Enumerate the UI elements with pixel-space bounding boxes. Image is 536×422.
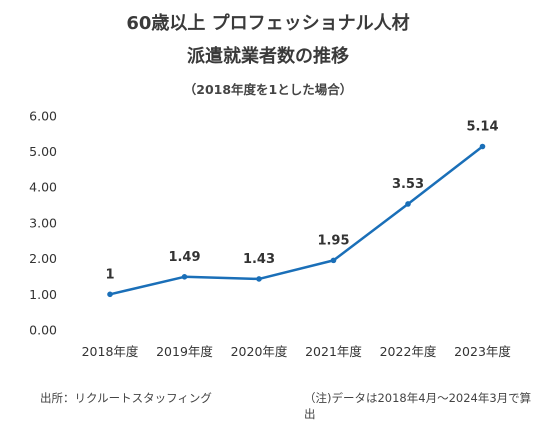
- x-tick-label-2: 2020年度: [231, 344, 288, 359]
- source-note: 出所：リクルートスタッフィング: [40, 391, 212, 405]
- data-label-3: 1.95: [317, 233, 349, 248]
- data-point-5: [479, 143, 486, 150]
- data-point-2: [256, 276, 262, 282]
- y-tick-label-4: 4.00: [29, 180, 57, 195]
- x-tick-label-5: 2023年度: [454, 344, 511, 359]
- data-label-4: 3.53: [392, 177, 424, 192]
- data-point-4: [405, 201, 411, 207]
- chart-subtitle: （2018年度を1とした場合）: [183, 82, 353, 97]
- data-label-1: 1.49: [168, 250, 200, 265]
- data-point-0: [107, 291, 113, 298]
- data-label-5: 5.14: [466, 120, 498, 135]
- y-tick-label-5: 5.00: [29, 144, 57, 159]
- y-tick-label-2: 2.00: [29, 251, 57, 266]
- footnote: （注)データは2018年4月～2024年3月で算出: [304, 391, 532, 421]
- x-tick-label-4: 2022年度: [380, 344, 437, 359]
- y-tick-label-3: 3.00: [29, 215, 57, 230]
- x-tick-label-0: 2018年度: [82, 344, 139, 359]
- data-label-0: 1: [105, 267, 114, 282]
- y-tick-label-0: 0.00: [29, 323, 57, 338]
- y-tick-label-1: 1.00: [29, 287, 57, 302]
- series-line: [109, 145, 484, 296]
- chart-title-line-2: 派遣就業者数の推移: [187, 46, 349, 67]
- data-point-3: [330, 257, 337, 264]
- x-tick-label-1: 2019年度: [156, 344, 213, 359]
- chart-title-line-1: 60歳以上 プロフェッショナル人材: [126, 13, 410, 34]
- x-tick-label-3: 2021年度: [305, 344, 362, 359]
- data-label-2: 1.43: [243, 252, 275, 267]
- data-point-1: [181, 274, 188, 280]
- y-tick-label-6: 6.00: [29, 108, 57, 123]
